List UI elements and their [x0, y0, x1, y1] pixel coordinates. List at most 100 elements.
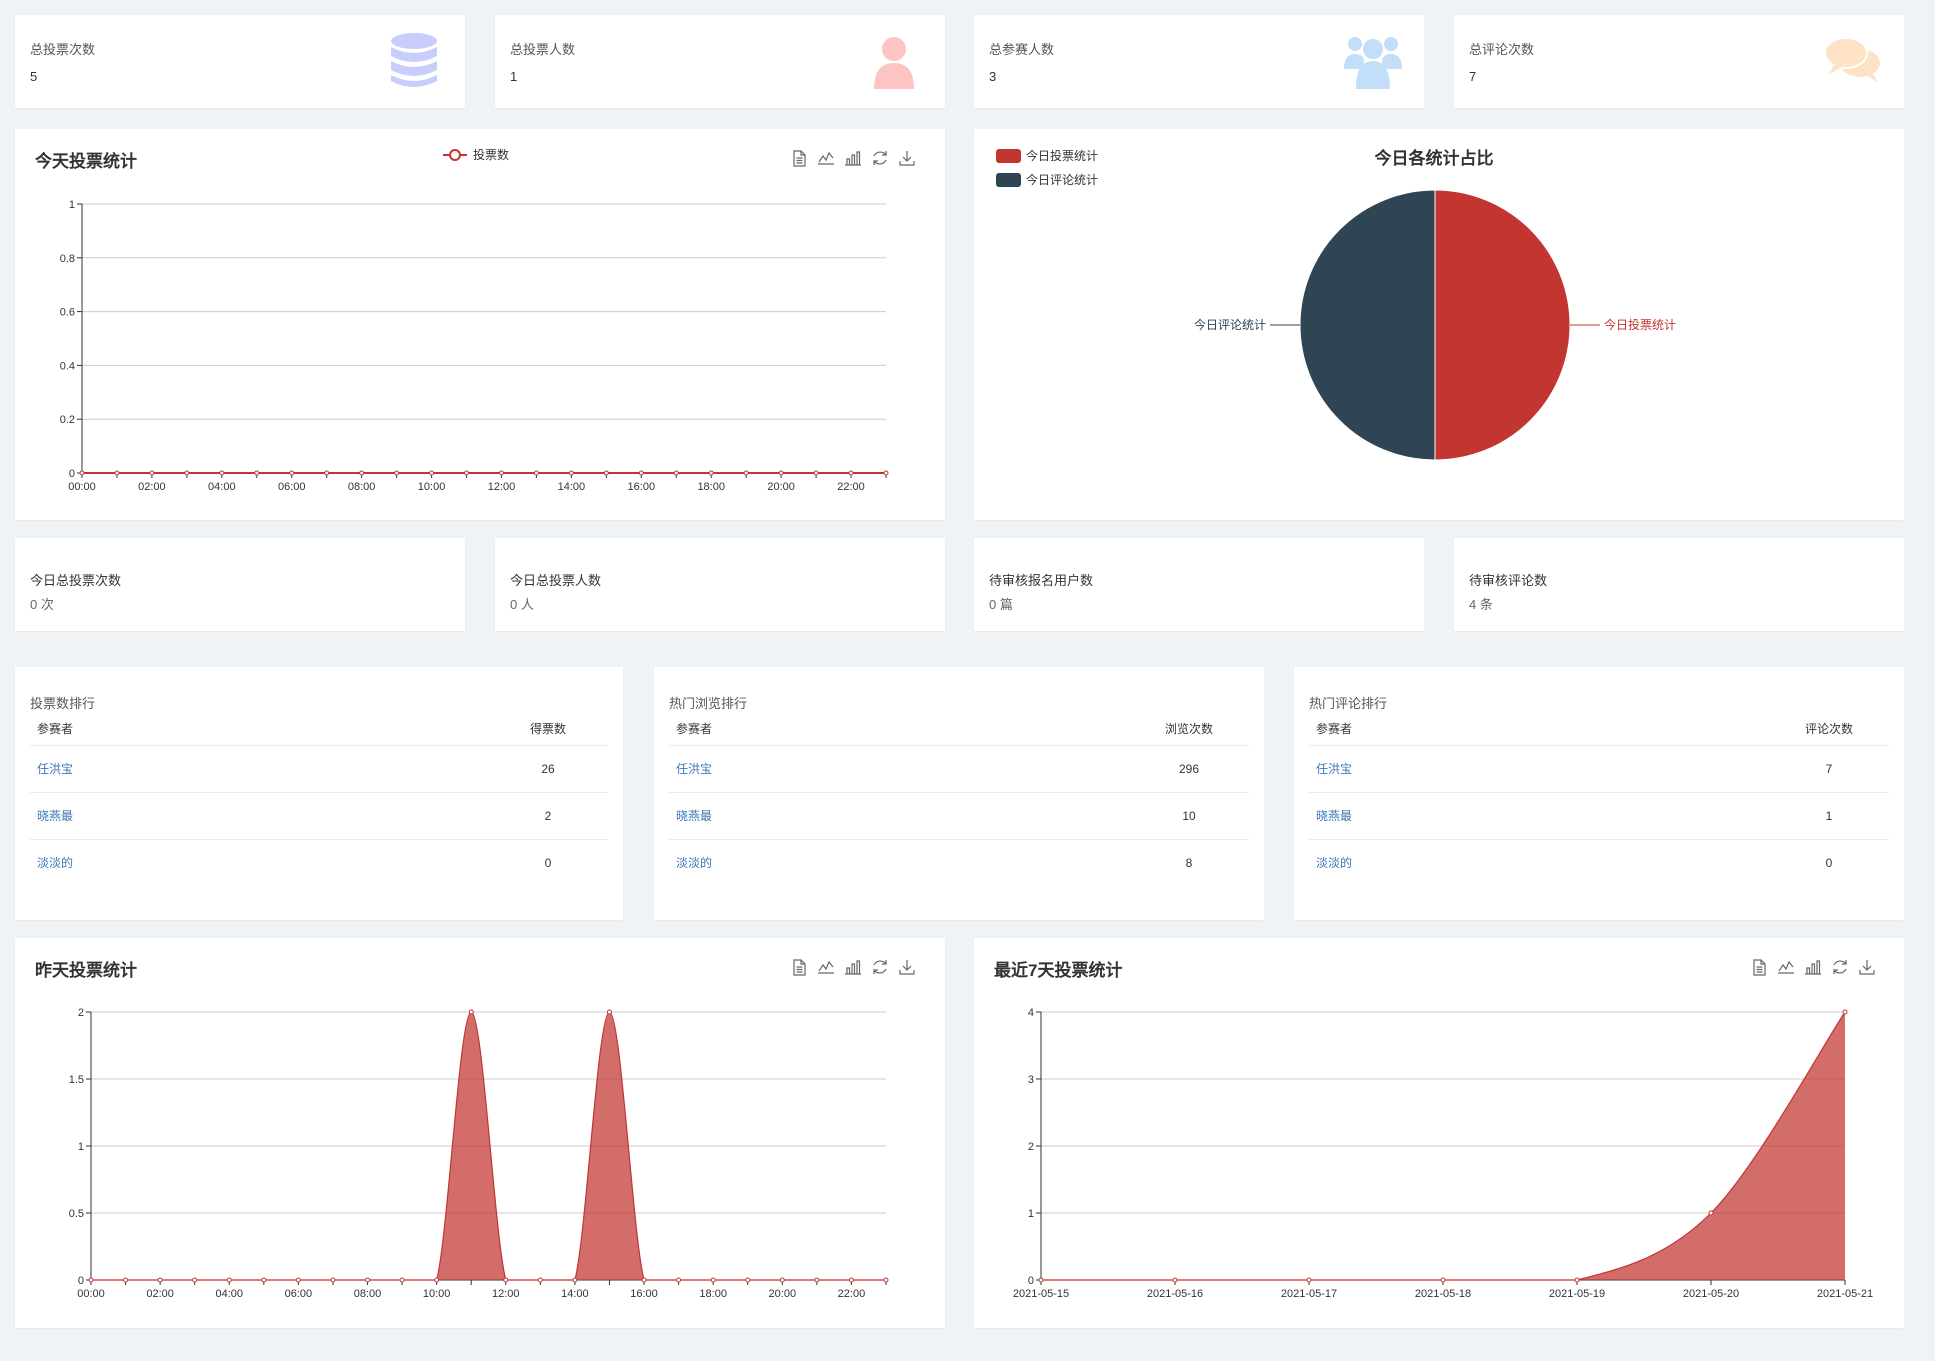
restore-icon[interactable] [871, 149, 889, 167]
data-point [114, 470, 120, 476]
x-tick-label: 20:00 [769, 1288, 797, 1300]
save-image-icon[interactable] [898, 958, 916, 976]
x-tick-label: 06:00 [278, 481, 306, 493]
today-stat-value: 0 人 [510, 597, 534, 612]
contestant-link[interactable]: 任洪宝 [676, 762, 713, 776]
data-view-icon[interactable] [790, 958, 808, 976]
contestant-link[interactable]: 淡淡的 [676, 856, 713, 871]
data-point [710, 1277, 716, 1283]
data-point [1842, 1009, 1848, 1015]
data-point [149, 470, 155, 476]
x-tick-label: 06:00 [285, 1288, 313, 1300]
data-point [606, 1009, 612, 1015]
y-tick-label: 1.5 [69, 1074, 84, 1086]
summary-card-contestants: 总参赛人数 3 [974, 15, 1424, 108]
today-card-pending-comments: 待审核评论数 4 条 [1454, 538, 1904, 631]
x-tick-label: 2021-05-19 [1549, 1288, 1605, 1300]
y-tick-label: 2 [78, 1007, 84, 1019]
y-tick-label: 1 [1028, 1208, 1034, 1220]
x-tick-label: 2021-05-15 [1013, 1288, 1069, 1300]
data-point [254, 470, 260, 476]
contestant-link[interactable]: 晓燕最 [37, 809, 74, 823]
last7-vote-chart-card: 最近7天投票统计 0 1 2 3 4 2021-05-15 2021-05-16 2021-0… [974, 938, 1904, 1328]
table-row: 晓燕最 1 [1309, 792, 1889, 840]
data-point [261, 1277, 267, 1283]
x-tick-label: 20:00 [767, 481, 795, 493]
user-icon [874, 37, 914, 89]
line-switch-icon[interactable] [817, 958, 835, 976]
data-point [779, 1277, 785, 1283]
ranking-value: 7 [1769, 745, 1889, 793]
summary-label: 总参赛人数 [989, 42, 1055, 57]
column-header-name: 参赛者 [669, 712, 1129, 746]
x-tick-label: 2021-05-17 [1281, 1288, 1337, 1300]
ranking-table: 参赛者 评论次数 任洪宝 7 晓燕最 1 淡淡的 0 [1309, 712, 1889, 886]
series-area [1041, 1012, 1845, 1280]
save-image-icon[interactable] [1858, 958, 1876, 976]
x-tick-label: 22:00 [838, 1288, 866, 1300]
today-stat-label: 今日总投票人数 [510, 573, 602, 588]
data-point [533, 470, 539, 476]
table-row: 淡淡的 0 [30, 839, 608, 886]
today-stat-label: 待审核评论数 [1469, 573, 1548, 588]
column-header-value: 评论次数 [1769, 712, 1889, 746]
comment-ranking-card: 热门评论排行 参赛者 评论次数 任洪宝 7 晓燕最 1 淡淡的 0 [1294, 667, 1904, 920]
bar-switch-icon[interactable] [1804, 958, 1822, 976]
x-tick-label: 2021-05-20 [1683, 1288, 1739, 1300]
table-row: 任洪宝 7 [1309, 745, 1889, 793]
contestant-link[interactable]: 晓燕最 [676, 809, 713, 823]
line-switch-icon[interactable] [817, 149, 835, 167]
restore-icon[interactable] [871, 958, 889, 976]
bar-switch-icon[interactable] [844, 958, 862, 976]
y-tick-label: 1 [69, 199, 75, 211]
pie-slice [1434, 189, 1571, 461]
data-point [192, 1277, 198, 1283]
data-point [848, 1277, 854, 1283]
data-point [365, 1277, 371, 1283]
data-point [1574, 1277, 1580, 1283]
table-row: 淡淡的 8 [669, 839, 1249, 886]
yesterday-vote-chart-card: 昨天投票统计 0 0.5 1 1.5 2 00:00 02:00 04:00 06:00 08:0… [15, 938, 945, 1328]
contestant-link[interactable]: 淡淡的 [1316, 856, 1353, 871]
y-tick-label: 3 [1028, 1074, 1034, 1086]
x-tick-label: 12:00 [488, 481, 516, 493]
data-point [468, 1009, 474, 1015]
x-tick-label: 08:00 [354, 1288, 382, 1300]
last7-area-chart: 0 1 2 3 4 2021-05-15 2021-05-16 2021-05-17 2021-… [1013, 1007, 1873, 1300]
data-point [537, 1277, 543, 1283]
ranking-title: 热门评论排行 [1309, 696, 1388, 711]
y-tick-label: 0 [78, 1275, 84, 1287]
ranking-value: 2 [488, 792, 608, 840]
line-switch-icon[interactable] [1777, 958, 1795, 976]
data-view-icon[interactable] [1750, 958, 1768, 976]
save-image-icon[interactable] [898, 149, 916, 167]
restore-icon[interactable] [1831, 958, 1849, 976]
y-tick-label: 0.4 [60, 360, 75, 372]
y-tick-label: 0.6 [60, 307, 75, 319]
y-tick-label: 0.2 [60, 414, 75, 426]
summary-value: 7 [1469, 69, 1477, 84]
data-point [399, 1277, 405, 1283]
contestant-link[interactable]: 淡淡的 [37, 856, 74, 871]
column-header-name: 参赛者 [1309, 712, 1769, 746]
bar-switch-icon[interactable] [844, 149, 862, 167]
table-header-row: 参赛者 浏览次数 [669, 712, 1249, 746]
contestant-link[interactable]: 任洪宝 [1316, 762, 1353, 776]
contestant-link[interactable]: 晓燕最 [1316, 809, 1353, 823]
x-tick-label: 14:00 [558, 481, 586, 493]
data-view-icon[interactable] [790, 149, 808, 167]
table-header-row: 参赛者 得票数 [30, 712, 608, 746]
data-point [324, 470, 330, 476]
summary-label: 总评论次数 [1469, 42, 1535, 57]
data-point [157, 1277, 163, 1283]
x-tick-label: 18:00 [699, 1288, 727, 1300]
data-point [1440, 1277, 1446, 1283]
contestant-link[interactable]: 任洪宝 [37, 762, 74, 776]
data-point [568, 470, 574, 476]
chart-title: 今天投票统计 [35, 152, 137, 171]
ranking-value: 296 [1129, 745, 1249, 793]
legend-label: 今日评论统计 [1026, 172, 1098, 187]
data-point [184, 470, 190, 476]
data-point [676, 1277, 682, 1283]
